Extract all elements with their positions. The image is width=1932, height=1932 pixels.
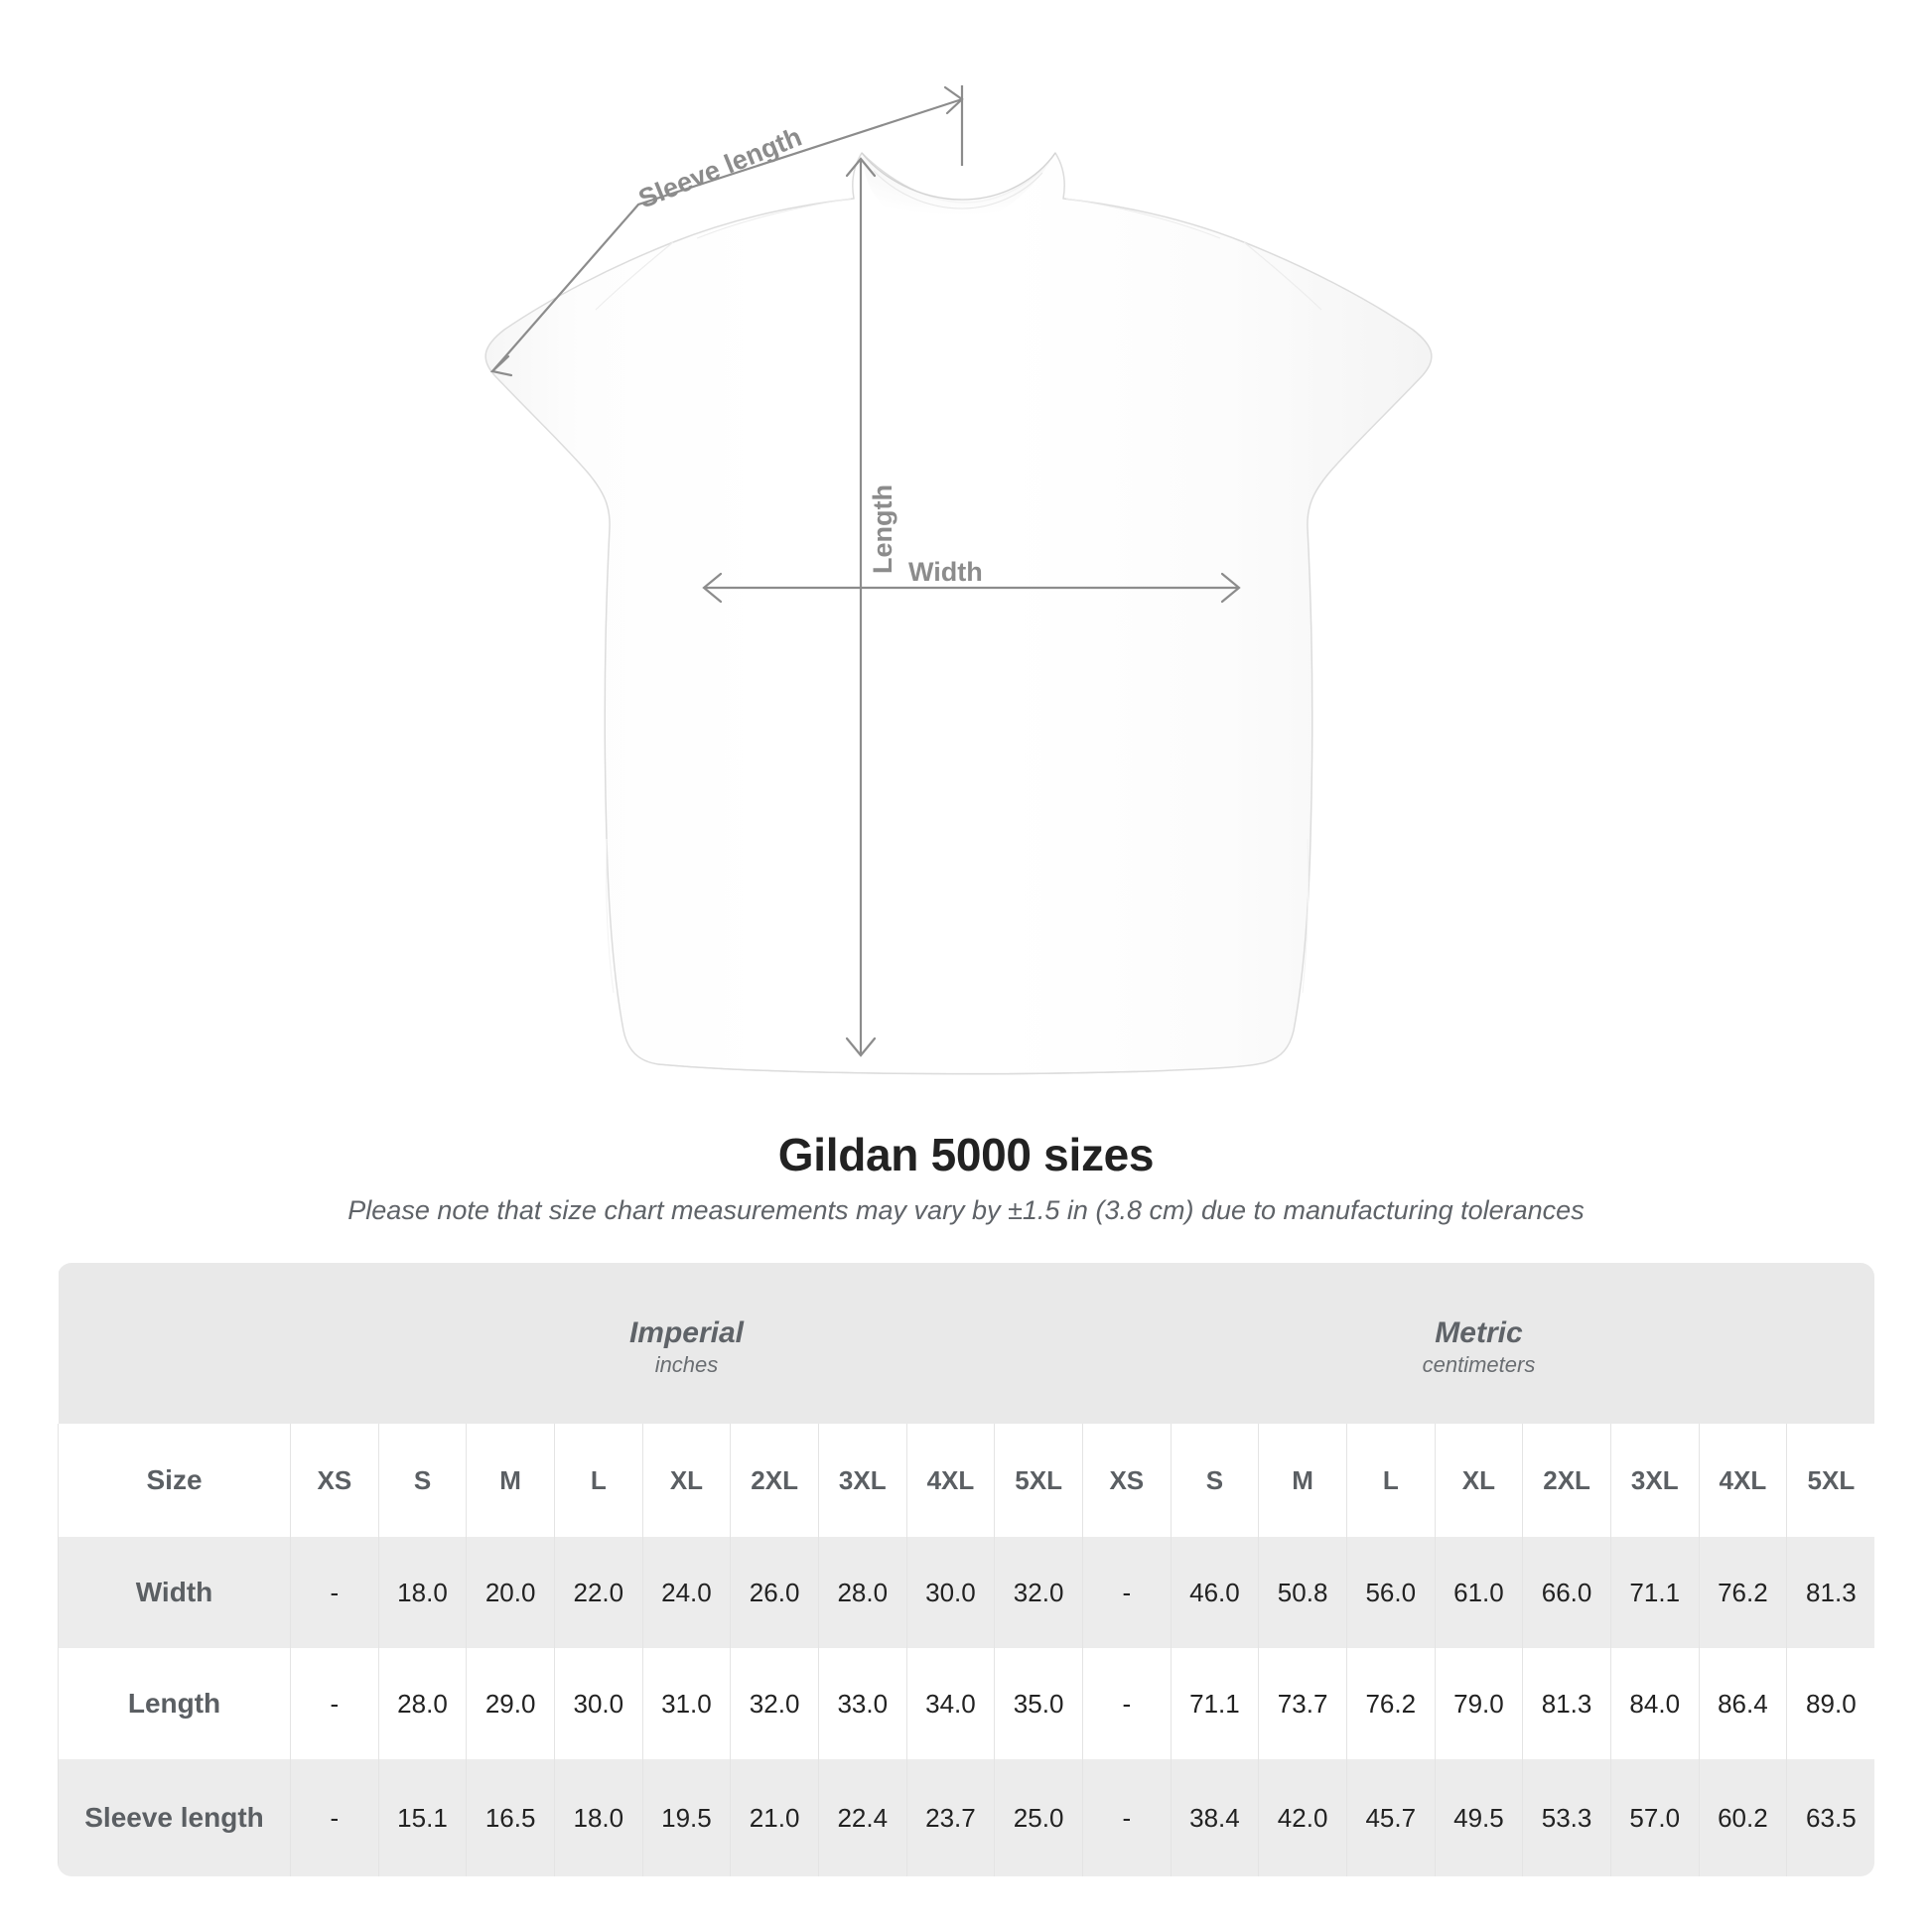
svg-text:Width: Width	[908, 557, 983, 587]
svg-text:Length: Length	[868, 484, 897, 574]
svg-text:Sleeve length: Sleeve length	[634, 122, 806, 214]
